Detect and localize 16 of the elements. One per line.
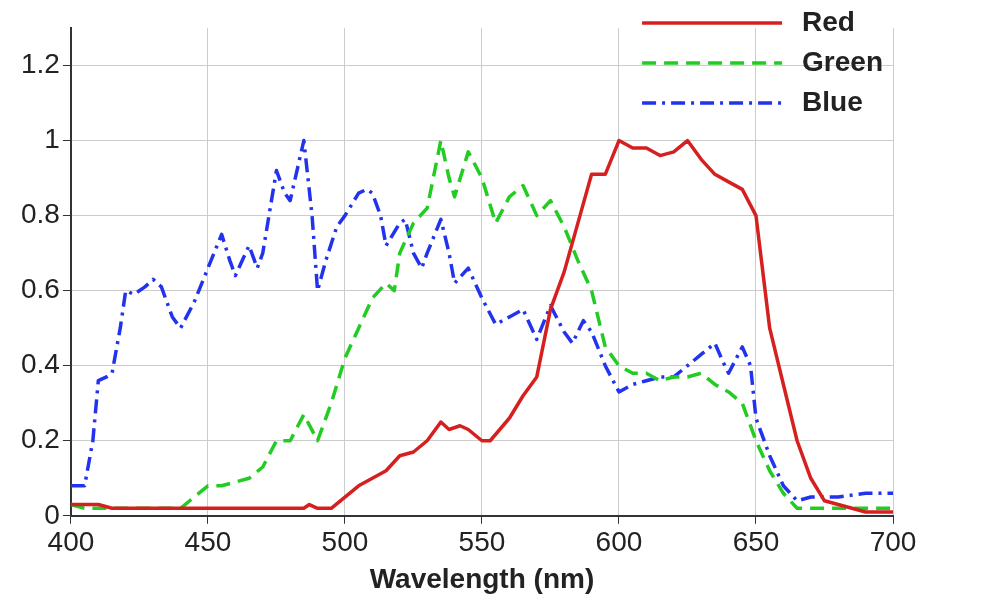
x-tick-label: 500 [321, 526, 369, 558]
legend-label: Red [802, 5, 855, 37]
x-tick-label: 450 [184, 526, 232, 558]
legend-label: Blue [802, 85, 863, 117]
y-tick-label: 0.8 [20, 198, 60, 230]
x-tick-label: 550 [458, 526, 506, 558]
y-tick-label: 0.4 [20, 348, 60, 380]
y-tick-label: 1 [44, 123, 60, 155]
x-tick-label: 700 [869, 526, 917, 558]
y-tick-label: 0.2 [20, 423, 60, 455]
x-tick-label: 650 [732, 526, 780, 558]
x-axis-title: Wavelength (nm) [369, 562, 595, 594]
y-tick-label: 0.6 [20, 273, 60, 305]
y-tick-label: 1.2 [20, 48, 60, 80]
legend-label: Green [802, 45, 884, 77]
x-tick-label: 600 [595, 526, 643, 558]
